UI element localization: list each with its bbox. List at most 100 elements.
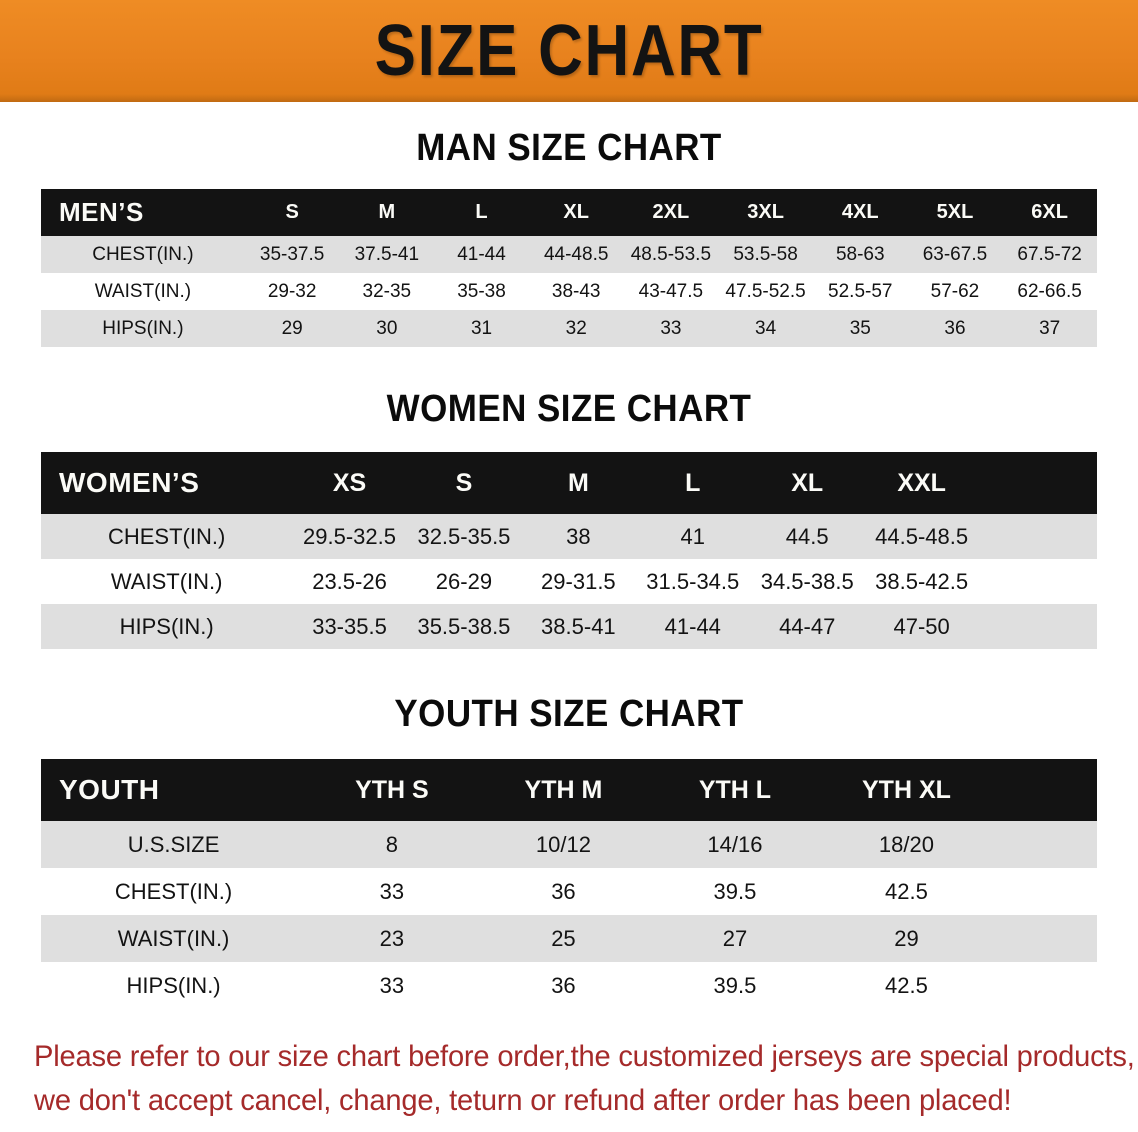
man-cell-2-0: 29 <box>244 310 340 347</box>
youth-section-title: YOUTH SIZE CHART <box>394 693 744 735</box>
women-col-header-3: L <box>635 452 750 514</box>
table-row: CHEST(IN.) 29.5-32.5 32.5-35.5 38 41 44.… <box>41 514 1097 559</box>
women-col-header-2: M <box>521 452 636 514</box>
table-header-row: WOMEN’S XS S M L XL XXL <box>41 452 1097 514</box>
women-row-label-2: HIPS(IN.) <box>41 604 293 649</box>
man-cell-1-4: 43-47.5 <box>623 273 719 310</box>
women-cell-1-0: 23.5-26 <box>292 559 407 604</box>
man-cell-0-6: 58-63 <box>812 236 908 273</box>
man-cell-2-3: 32 <box>528 310 624 347</box>
man-row-label-2: HIPS(IN.) <box>41 310 245 347</box>
table-row: HIPS(IN.) 33 36 39.5 42.5 <box>41 962 1097 1009</box>
youth-cell-1-1: 36 <box>477 868 650 915</box>
women-cell-0-spacer <box>978 514 1097 559</box>
youth-cell-0-1: 10/12 <box>477 821 650 868</box>
man-col-header-5: 3XL <box>718 189 813 236</box>
women-cell-2-2: 38.5-41 <box>521 604 636 649</box>
youth-table-body: U.S.SIZE 8 10/12 14/16 18/20 CHEST(IN.) … <box>41 821 1097 1009</box>
youth-cell-1-0: 33 <box>306 868 478 915</box>
man-cell-0-3: 44-48.5 <box>528 236 624 273</box>
table-row: WAIST(IN.) 29-32 32-35 35-38 38-43 43-47… <box>41 273 1097 310</box>
man-cell-2-2: 31 <box>434 310 529 347</box>
women-cell-1-5: 38.5-42.5 <box>864 559 979 604</box>
man-cell-1-0: 29-32 <box>244 273 340 310</box>
youth-cell-2-3: 29 <box>820 915 993 962</box>
youth-size-table: YOUTH YTH S YTH M YTH L YTH XL U.S.SIZE … <box>41 759 1097 1009</box>
man-row-label-0: CHEST(IN.) <box>41 236 245 273</box>
youth-cell-0-spacer <box>992 821 1097 868</box>
man-cell-0-1: 37.5-41 <box>339 236 435 273</box>
banner-title: SIZE CHART <box>374 11 764 91</box>
women-cell-1-2: 29-31.5 <box>521 559 636 604</box>
women-cell-0-0: 29.5-32.5 <box>292 514 407 559</box>
man-col-header-0: S <box>244 189 340 236</box>
women-table-header: WOMEN’S XS S M L XL XXL <box>41 452 1097 514</box>
table-header-row: YOUTH YTH S YTH M YTH L YTH XL <box>41 759 1097 821</box>
women-cell-1-3: 31.5-34.5 <box>635 559 750 604</box>
women-cell-0-5: 44.5-48.5 <box>864 514 979 559</box>
youth-col-header-0: YTH S <box>306 759 478 821</box>
man-cell-1-8: 62-66.5 <box>1002 273 1097 310</box>
youth-cell-3-spacer <box>992 962 1097 1009</box>
youth-cell-1-2: 39.5 <box>649 868 821 915</box>
women-cell-1-1: 26-29 <box>406 559 522 604</box>
man-size-table: MEN’S S M L XL 2XL 3XL 4XL 5XL 6XL CHEST… <box>41 189 1097 347</box>
order-policy-note: Please refer to our size chart before or… <box>34 1035 1135 1122</box>
youth-cell-3-2: 39.5 <box>649 962 821 1009</box>
table-row: WAIST(IN.) 23 25 27 29 <box>41 915 1097 962</box>
table-row: HIPS(IN.) 33-35.5 35.5-38.5 38.5-41 41-4… <box>41 604 1097 649</box>
youth-row-label-0: U.S.SIZE <box>41 821 307 868</box>
youth-col-header-3: YTH XL <box>820 759 993 821</box>
youth-cell-3-0: 33 <box>306 962 478 1009</box>
size-chart-banner: SIZE CHART <box>0 0 1138 102</box>
women-cell-0-4: 44.5 <box>750 514 865 559</box>
man-cell-0-8: 67.5-72 <box>1002 236 1097 273</box>
youth-cell-2-1: 25 <box>477 915 650 962</box>
youth-cell-1-3: 42.5 <box>820 868 993 915</box>
women-row-label-0: CHEST(IN.) <box>41 514 293 559</box>
youth-col-header-spacer <box>992 759 1097 821</box>
women-col-header-1: S <box>406 452 522 514</box>
youth-corner-label: YOUTH <box>41 759 307 821</box>
man-cell-1-2: 35-38 <box>434 273 529 310</box>
note-line-1: Please refer to our size chart before or… <box>34 1040 1135 1073</box>
youth-col-header-1: YTH M <box>477 759 650 821</box>
women-cell-2-4: 44-47 <box>750 604 865 649</box>
youth-cell-2-2: 27 <box>649 915 821 962</box>
youth-cell-2-spacer <box>992 915 1097 962</box>
women-table-body: CHEST(IN.) 29.5-32.5 32.5-35.5 38 41 44.… <box>41 514 1097 649</box>
man-col-header-2: L <box>434 189 529 236</box>
man-table-header: MEN’S S M L XL 2XL 3XL 4XL 5XL 6XL <box>41 189 1097 236</box>
women-cell-0-2: 38 <box>521 514 636 559</box>
women-cell-2-0: 33-35.5 <box>292 604 407 649</box>
table-row: CHEST(IN.) 33 36 39.5 42.5 <box>41 868 1097 915</box>
table-row: HIPS(IN.) 29 30 31 32 33 34 35 36 37 <box>41 310 1097 347</box>
women-cell-1-4: 34.5-38.5 <box>750 559 865 604</box>
man-row-label-1: WAIST(IN.) <box>41 273 245 310</box>
women-size-table-wrapper: WOMEN’S XS S M L XL XXL CHEST(IN.) 29.5-… <box>41 452 1097 649</box>
women-cell-0-1: 32.5-35.5 <box>406 514 522 559</box>
youth-cell-0-3: 18/20 <box>820 821 993 868</box>
man-cell-2-8: 37 <box>1002 310 1097 347</box>
man-cell-1-6: 52.5-57 <box>812 273 908 310</box>
women-col-header-0: XS <box>292 452 407 514</box>
women-cell-2-1: 35.5-38.5 <box>406 604 522 649</box>
man-cell-1-7: 57-62 <box>907 273 1003 310</box>
man-cell-1-5: 47.5-52.5 <box>718 273 813 310</box>
youth-cell-3-3: 42.5 <box>820 962 993 1009</box>
man-cell-0-5: 53.5-58 <box>718 236 813 273</box>
table-row: WAIST(IN.) 23.5-26 26-29 29-31.5 31.5-34… <box>41 559 1097 604</box>
youth-cell-3-1: 36 <box>477 962 650 1009</box>
table-row: U.S.SIZE 8 10/12 14/16 18/20 <box>41 821 1097 868</box>
table-row: CHEST(IN.) 35-37.5 37.5-41 41-44 44-48.5… <box>41 236 1097 273</box>
man-col-header-7: 5XL <box>907 189 1003 236</box>
man-cell-0-7: 63-67.5 <box>907 236 1003 273</box>
man-col-header-1: M <box>339 189 435 236</box>
man-col-header-4: 2XL <box>623 189 719 236</box>
man-table-body: CHEST(IN.) 35-37.5 37.5-41 41-44 44-48.5… <box>41 236 1097 347</box>
youth-cell-2-0: 23 <box>306 915 478 962</box>
man-cell-2-5: 34 <box>718 310 813 347</box>
man-col-header-6: 4XL <box>812 189 908 236</box>
youth-col-header-2: YTH L <box>649 759 821 821</box>
man-cell-2-4: 33 <box>623 310 719 347</box>
